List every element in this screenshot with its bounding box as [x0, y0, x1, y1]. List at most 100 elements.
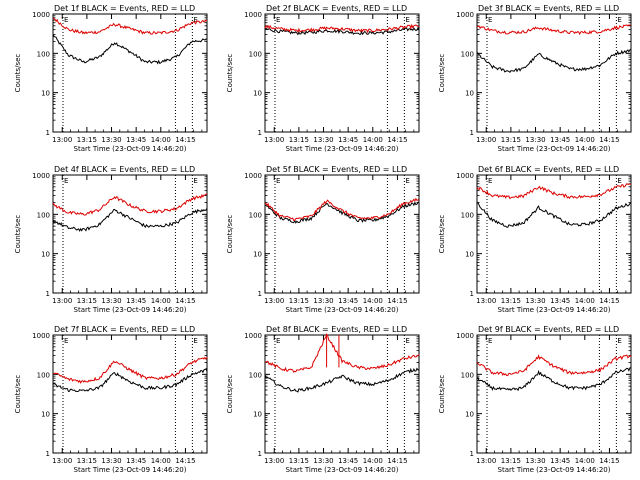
x-tick-label: 13:45 [550, 457, 570, 465]
x-tick-label: 13:30 [313, 457, 333, 465]
panel-title: Det 4f BLACK = Events, RED = LLD [54, 165, 195, 174]
y-tick-label: 100 [37, 371, 50, 379]
series-line-lld [476, 354, 632, 377]
marker-label: E [193, 16, 197, 24]
x-tick-label: 13:45 [126, 136, 146, 144]
marker-label: E [617, 337, 621, 345]
x-tick-label: 13:45 [338, 457, 358, 465]
series-line-lld [264, 23, 420, 34]
y-tick-label: 100 [37, 50, 50, 58]
x-tick-label: 13:15 [289, 457, 309, 465]
series-line-lld [52, 17, 208, 35]
y-tick-label: 10 [465, 90, 474, 98]
x-tick-label: 13:00 [476, 136, 496, 144]
x-tick-label: 13:30 [101, 136, 121, 144]
marker-label: E [276, 16, 280, 24]
y-tick-label: 1 [258, 129, 262, 137]
series-line-events [476, 48, 632, 74]
x-tick-label: 13:15 [501, 136, 521, 144]
y-tick-label: 100 [461, 371, 474, 379]
x-tick-label: 14:00 [363, 457, 383, 465]
y-axis-label: Counts/sec [14, 215, 22, 254]
x-tick-label: 14:15 [387, 457, 407, 465]
marker-label: E [405, 177, 409, 185]
panel-title: Det 7f BLACK = Events, RED = LLD [54, 325, 195, 334]
y-tick-label: 1 [46, 129, 50, 137]
series-line-events [264, 201, 420, 224]
x-tick-label: 13:45 [126, 297, 146, 305]
y-tick-label: 10 [253, 90, 262, 98]
y-axis-label: Counts/sec [14, 375, 22, 414]
panel-title: Det 3f BLACK = Events, RED = LLD [478, 4, 619, 13]
x-tick-label: 14:15 [599, 457, 619, 465]
x-tick-label: 14:15 [175, 297, 195, 305]
x-tick-label: 13:00 [476, 457, 496, 465]
x-tick-label: 13:30 [525, 457, 545, 465]
series-line-events [476, 367, 632, 392]
panel-9: Det 9f BLACK = Events, RED = LLD 1 10 100 10… [438, 325, 632, 474]
y-tick-label: 1000 [456, 11, 474, 19]
panel-7: Det 7f BLACK = Events, RED = LLD 1 10 100 10… [14, 325, 208, 474]
y-tick-label: 1 [258, 450, 262, 458]
x-axis-label: Start Time (23-Oct-09 14:46:20) [498, 145, 611, 153]
y-tick-label: 1000 [244, 11, 262, 19]
x-tick-label: 13:00 [264, 136, 284, 144]
y-tick-label: 1000 [32, 332, 50, 340]
series-line-lld [476, 183, 632, 200]
marker-label: E [64, 16, 68, 24]
y-tick-label: 100 [461, 211, 474, 219]
x-tick-label: 13:15 [501, 457, 521, 465]
x-tick-label: 13:45 [550, 297, 570, 305]
axes-box [264, 13, 420, 133]
y-axis-label: Counts/sec [438, 54, 446, 93]
y-tick-label: 10 [41, 411, 50, 419]
panel-title: Det 2f BLACK = Events, RED = LLD [266, 4, 407, 13]
panel-3: Det 3f BLACK = Events, RED = LLD 1 10 100 10… [438, 4, 632, 153]
axes-box [264, 334, 420, 454]
axes-box [52, 174, 208, 294]
y-axis-label: Counts/sec [438, 375, 446, 414]
series-line-events [52, 368, 208, 393]
panel-8: Det 8f BLACK = Events, RED = LLD 1 10 100 10… [226, 325, 420, 474]
series-line-lld [52, 193, 208, 216]
x-tick-label: 14:15 [387, 297, 407, 305]
y-axis-label: Counts/sec [226, 375, 234, 414]
x-tick-label: 14:00 [575, 457, 595, 465]
x-tick-label: 13:30 [525, 297, 545, 305]
y-tick-label: 1000 [456, 332, 474, 340]
marker-label: E [405, 337, 409, 345]
x-tick-label: 13:30 [101, 457, 121, 465]
y-tick-label: 1 [46, 450, 50, 458]
y-tick-label: 10 [465, 411, 474, 419]
marker-label: E [276, 177, 280, 185]
x-tick-label: 13:15 [77, 297, 97, 305]
series-line-lld [476, 24, 632, 36]
x-axis-label: Start Time (23-Oct-09 14:46:20) [498, 466, 611, 474]
y-tick-label: 1000 [32, 172, 50, 180]
series-line-lld [52, 356, 208, 384]
x-tick-label: 13:45 [550, 136, 570, 144]
x-tick-label: 14:00 [363, 136, 383, 144]
panel-title: Det 5f BLACK = Events, RED = LLD [266, 165, 407, 174]
y-axis-label: Counts/sec [226, 54, 234, 93]
panel-2: Det 2f BLACK = Events, RED = LLD 1 10 100 10… [226, 4, 420, 153]
x-tick-label: 14:00 [363, 297, 383, 305]
series-line-events [264, 367, 420, 393]
x-tick-label: 13:00 [264, 457, 284, 465]
axes-box [52, 334, 208, 454]
x-axis-label: Start Time (23-Oct-09 14:46:20) [74, 145, 187, 153]
x-tick-label: 14:00 [575, 297, 595, 305]
x-tick-label: 13:15 [77, 457, 97, 465]
panel-5: Det 5f BLACK = Events, RED = LLD 1 10 100 10… [226, 165, 420, 314]
y-tick-label: 10 [41, 251, 50, 259]
series-line-events [52, 208, 208, 233]
x-tick-label: 13:15 [77, 136, 97, 144]
y-axis-label: Counts/sec [14, 54, 22, 93]
panel-title: Det 6f BLACK = Events, RED = LLD [478, 165, 619, 174]
x-tick-label: 14:15 [175, 136, 195, 144]
x-tick-label: 13:15 [289, 136, 309, 144]
x-tick-label: 13:00 [264, 297, 284, 305]
y-tick-label: 10 [465, 251, 474, 259]
